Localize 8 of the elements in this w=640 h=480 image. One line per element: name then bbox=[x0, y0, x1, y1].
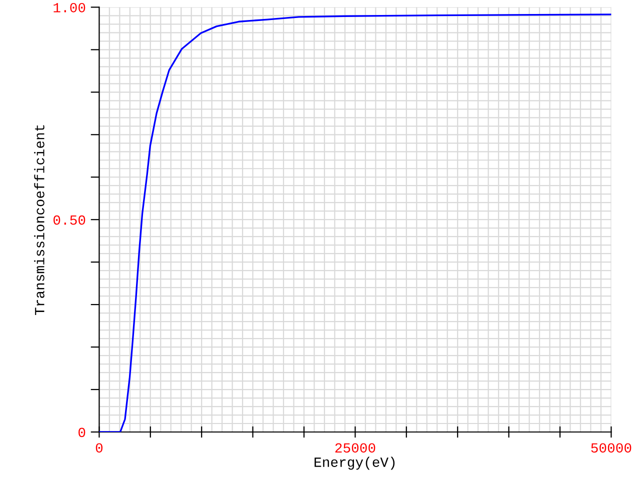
x-tick-label: 0 bbox=[96, 443, 103, 453]
x-axis-title: Energy(eV) bbox=[314, 456, 395, 470]
y-tick-label: 0 bbox=[78, 428, 86, 438]
x-tick-label: 25000 bbox=[335, 443, 376, 453]
y-tick-label: 0.50 bbox=[54, 215, 86, 225]
y-axis-title: Transmissioncoefficient bbox=[34, 125, 44, 315]
x-tick-label: 50000 bbox=[591, 443, 632, 453]
y-tick-label: 1.00 bbox=[54, 2, 86, 12]
